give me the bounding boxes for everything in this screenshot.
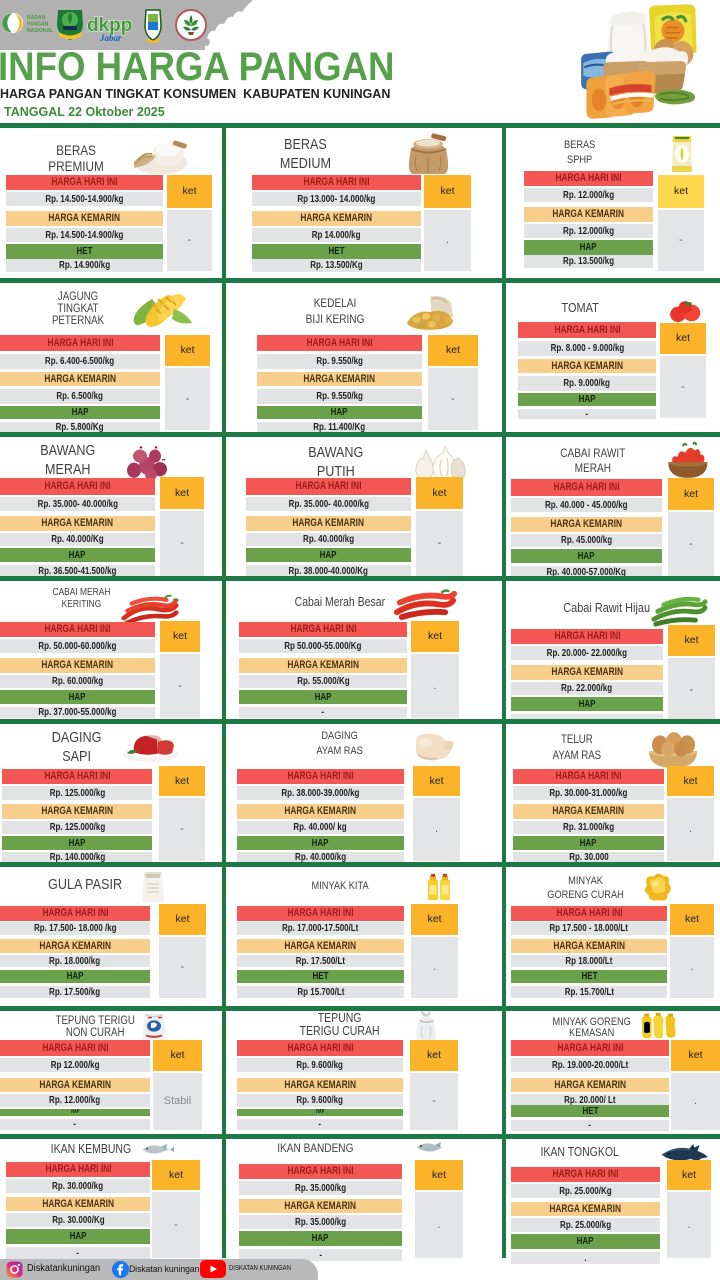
svg-text:PANGAN: PANGAN	[27, 22, 49, 28]
svg-text:NASIONAL: NASIONAL	[27, 28, 53, 34]
svg-text:dkpp: dkpp	[87, 15, 132, 36]
svg-text:Jabar: Jabar	[99, 33, 122, 43]
svg-text:BADAN: BADAN	[27, 15, 45, 21]
